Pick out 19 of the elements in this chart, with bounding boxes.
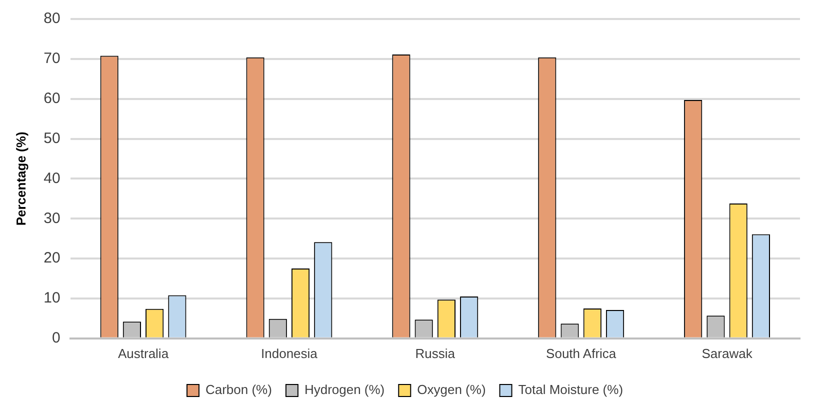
legend-label: Oxygen (%) (417, 382, 486, 398)
legend-label: Carbon (%) (205, 382, 272, 398)
x-tick-label: South Africa (546, 346, 617, 361)
y-tick-label: 0 (52, 330, 60, 347)
x-tick-label: Sarawak (702, 346, 753, 361)
y-tick-label: 50 (44, 130, 60, 147)
y-tick-label: 20 (44, 250, 60, 267)
y-tick-label: 30 (44, 210, 60, 227)
y-tick-label: 80 (44, 10, 60, 28)
legend-label: Total Moisture (%) (518, 382, 624, 398)
y-tick-label: 10 (44, 290, 60, 307)
y-axis-title: Percentage (%) (13, 132, 28, 226)
x-tick-label: Indonesia (261, 346, 318, 361)
y-tick-label: 70 (44, 50, 60, 68)
x-tick-label: Russia (415, 346, 456, 361)
x-tick-label: Australia (118, 346, 170, 361)
legend-label: Hydrogen (%) (304, 382, 385, 398)
y-tick-label: 60 (44, 90, 60, 107)
y-tick-label: 40 (44, 170, 60, 187)
